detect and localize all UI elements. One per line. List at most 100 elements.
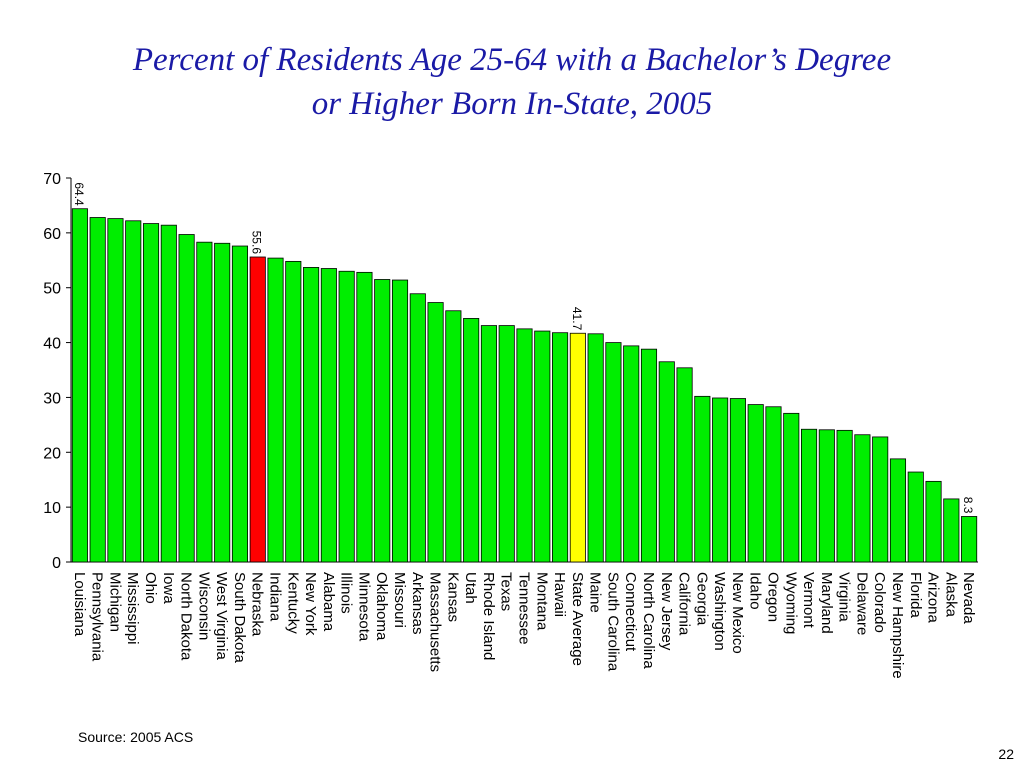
bar [196,241,213,563]
bar [267,257,284,563]
x-tick-label: Kentucky [284,572,301,634]
x-tick-label: Vermont [800,572,817,629]
x-tick-label: Indiana [267,572,284,622]
y-tick-label: 0 [52,555,61,572]
x-tick-label: Wyoming [782,572,799,634]
bar [961,516,978,563]
bar [676,367,693,563]
x-tick-label: Illinois [338,572,355,614]
x-tick-label: Alabama [320,572,337,632]
y-tick-label: 40 [43,336,61,353]
x-tick-label: New Mexico [729,572,746,654]
bar [391,279,409,563]
data-label: 8.3 [961,497,975,514]
x-tick-label: Iowa [160,572,177,604]
x-tick-label: Oregon [764,572,781,622]
bar [427,302,444,563]
bar [801,428,818,563]
bar [889,458,907,563]
x-tick-label: Louisiana [71,572,88,637]
x-tick-label: Utah [462,572,479,604]
bar [89,217,106,563]
x-tick-label: New Jersey [658,572,675,651]
x-tick-label: Connecticut [622,572,639,652]
bar [249,256,266,563]
bar [231,245,248,563]
bar [872,436,889,563]
x-tick-label: Arkansas [409,572,426,635]
x-tick-label: Maryland [818,572,835,634]
x-tick-label: Colorado [871,572,888,633]
x-tick-label: West Virginia [213,572,230,660]
x-tick-label: Michigan [106,572,123,632]
x-tick-label: Oklahoma [373,572,390,641]
bar [303,267,320,563]
x-tick-label: Alaska [942,572,959,618]
x-tick-label: Missouri [391,572,408,628]
x-tick-label: Nevada [960,572,977,624]
y-tick-label: 50 [43,281,61,298]
bar [409,293,426,563]
x-tick-label: New Hampshire [889,572,906,679]
bar [214,242,231,563]
x-tick-label: North Dakota [178,572,195,661]
bar [320,268,337,563]
x-tick-label: Nebraska [249,572,266,637]
bar [374,279,391,563]
x-tick-label: State Average [569,572,586,666]
bar [338,270,355,563]
x-tick-label: Minnesota [355,572,372,642]
x-tick-label: New York [302,572,319,636]
x-tick-label: Montana [533,572,550,631]
y-tick-label: 60 [43,226,61,243]
bar [783,412,800,563]
bar [480,325,497,563]
x-tick-label: California [676,572,693,636]
bar [569,332,586,563]
bar [907,471,924,563]
bar [534,330,551,563]
bar [747,404,764,563]
bar [498,325,515,563]
x-tick-label: Washington [711,572,728,651]
x-tick-label: Mississippi [124,572,141,645]
bar [943,498,960,563]
x-tick-label: Tennessee [516,572,533,645]
bar [178,234,195,563]
x-tick-label: Delaware [853,572,870,635]
bar [285,260,302,563]
bar [160,224,177,563]
page-number: 22 [998,746,1014,762]
x-tick-label: Hawaii [551,572,568,617]
x-tick-label: Pennsylvania [89,572,106,662]
bar [925,480,942,563]
bar [658,361,675,563]
x-tick-label: Kansas [444,572,461,622]
chart-title: Percent of Residents Age 25-64 with a Ba… [0,38,1024,126]
bar [712,397,729,563]
bar [356,271,373,563]
bar [605,342,622,563]
x-tick-label: Rhode Island [480,572,497,660]
bar [640,348,658,563]
x-tick-label: Massachusetts [427,572,444,672]
bar [587,333,604,563]
bar [765,406,782,563]
x-tick-label: Idaho [747,572,764,610]
x-tick-label: Wisconsin [195,572,212,640]
bar [107,218,124,563]
bar [836,429,853,563]
y-tick-label: 20 [43,445,61,462]
bar [463,318,480,563]
bar [445,310,462,563]
x-tick-label: Virginia [836,572,853,622]
x-tick-label: South Dakota [231,572,248,664]
data-label: 64.4 [72,182,86,206]
bar [125,220,142,563]
x-tick-label: Georgia [693,572,710,626]
x-tick-label: Texas [498,572,515,611]
y-tick-label: 70 [43,171,61,188]
bar [142,223,160,563]
x-tick-label: Arizona [925,572,942,624]
